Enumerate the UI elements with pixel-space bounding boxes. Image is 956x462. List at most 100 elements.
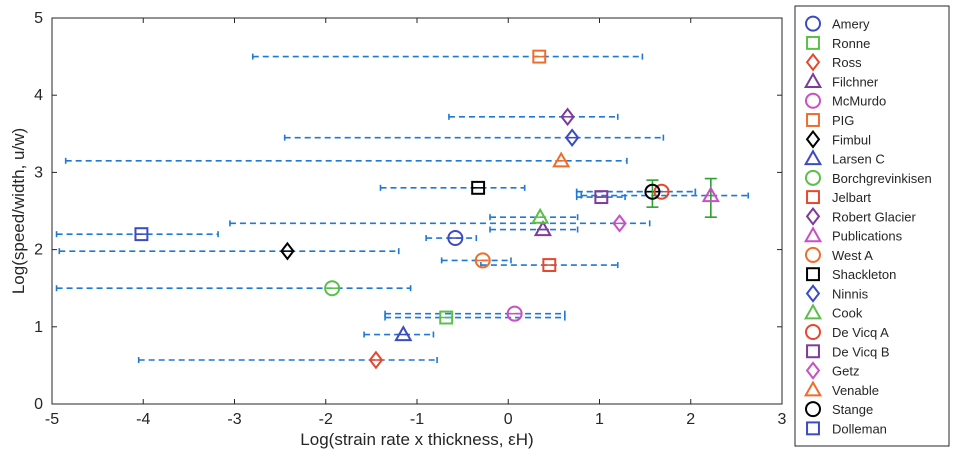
y-tick-label: 3 (34, 164, 43, 181)
point-borchgrevinkisen (324, 280, 341, 297)
legend-marker (805, 246, 821, 263)
x-tick-label: 0 (504, 411, 513, 428)
point-robert-glacier (560, 107, 575, 127)
legend-marker (803, 303, 823, 320)
point-pig (532, 49, 547, 64)
legend-entry: De Vicq B (806, 344, 890, 359)
legend-label: Larsen C (832, 152, 885, 167)
legend-entry: Fimbul (805, 129, 871, 149)
x-tick-label: -1 (410, 411, 424, 428)
point-de-vicq-b (594, 190, 609, 205)
y-tick-label: 4 (34, 87, 43, 104)
y-tick-label: 5 (34, 10, 43, 27)
legend-label: Publications (832, 229, 903, 244)
legend-box (794, 5, 950, 447)
error-bar-ronne (384, 314, 566, 321)
legend-entry: Robert Glacier (805, 207, 916, 226)
legend-marker (803, 226, 823, 243)
legend-marker (805, 207, 821, 226)
vertical-error-bar-publications (704, 177, 717, 218)
point-amery (447, 230, 464, 247)
axes-frame (51, 17, 783, 405)
point-ross (368, 350, 384, 370)
legend-label: PIG (832, 113, 854, 128)
error-bar-mcmurdo (384, 310, 566, 317)
legend-marker (806, 421, 820, 436)
legend-label: De Vicq A (832, 325, 889, 340)
legend-label: Cook (832, 306, 863, 321)
point-fimbul (280, 241, 295, 261)
error-bar-ross (137, 356, 438, 363)
legend-label: Getz (832, 364, 859, 379)
point-venable (552, 151, 571, 168)
error-bar-robert-glacier (448, 113, 619, 120)
legend-entry: Larsen C (803, 149, 885, 167)
error-bar-shackleton (379, 184, 526, 191)
legend-entry: Stange (805, 401, 873, 418)
legend-marker (805, 401, 821, 418)
legend-entry: Ross (805, 52, 862, 72)
legend-label: McMurdo (832, 94, 886, 109)
legend-marker (803, 149, 823, 166)
legend-label: Ninnis (832, 286, 869, 301)
legend-label: Ronne (832, 36, 870, 51)
legend-label: Ross (832, 55, 862, 70)
point-west-a (474, 252, 491, 269)
error-bar-amery (425, 235, 478, 242)
legend-marker (806, 35, 820, 50)
x-tick-label: 3 (778, 411, 787, 428)
y-tick-label: 2 (34, 242, 43, 259)
point-publications (701, 186, 720, 203)
legend-label: Borchgrevinkisen (832, 171, 932, 186)
error-bar-venable (64, 157, 628, 164)
legend-label: Stange (832, 402, 873, 417)
legend-label: Robert Glacier (832, 209, 916, 224)
legend-marker (806, 113, 820, 127)
legend-marker (806, 344, 820, 359)
point-filchner (533, 220, 552, 237)
legend-marker (803, 72, 823, 89)
legend-entry: Venable (803, 380, 879, 398)
legend-label: Dolleman (832, 421, 887, 436)
x-tick-label: -3 (227, 411, 241, 428)
legend-label: Shackleton (832, 267, 896, 282)
error-bar-ninnis (283, 134, 665, 141)
legend-marker (805, 92, 821, 109)
legend-entry: Dolleman (806, 421, 887, 436)
y-axis-label: Log(speed/width, u/w) (9, 128, 28, 294)
point-getz (612, 214, 627, 233)
legend-marker (805, 284, 821, 303)
point-dolleman (134, 227, 149, 242)
legend-marker (805, 169, 821, 186)
point-larsen-c (394, 325, 413, 342)
legend-entry: Amery (805, 15, 870, 32)
axes: -5 -4 -3 -2 -1 0 1 2 3 0 1 2 3 4 5 Log(strain rate x th… (9, 10, 787, 449)
error-bar-pig (251, 53, 644, 60)
point-jelbart (542, 258, 557, 272)
legend-entry: PIG (806, 113, 854, 128)
legend-label: De Vicq B (832, 344, 890, 359)
error-bar-de-vicq-b (575, 194, 626, 201)
point-ronne (439, 310, 454, 325)
legend-entry: Filchner (803, 72, 879, 89)
x-tick-label: -2 (319, 411, 333, 428)
legend-marker (806, 267, 820, 282)
legend-marker (805, 52, 821, 72)
legend-marker (805, 129, 821, 149)
plot-area (55, 49, 750, 370)
legend-label: Filchner (832, 74, 879, 89)
legend-entry: De Vicq A (805, 324, 889, 340)
legend-entry: Getz (805, 361, 859, 380)
legend-label: West A (832, 248, 873, 263)
point-ninnis (564, 128, 580, 147)
legend: Amery Ronne Ross Filchner McMurdo PIG Fimbul La… (794, 5, 950, 447)
legend-label: Venable (832, 383, 879, 398)
x-axis-label: Log(strain rate x thickness, εH) (300, 430, 533, 449)
legend-entry: Ronne (806, 35, 870, 51)
legend-marker (806, 190, 820, 205)
point-de-vicq-a (653, 183, 670, 200)
point-shackleton (471, 180, 486, 195)
legend-entry: Shackleton (806, 267, 896, 282)
point-stange (644, 183, 661, 200)
